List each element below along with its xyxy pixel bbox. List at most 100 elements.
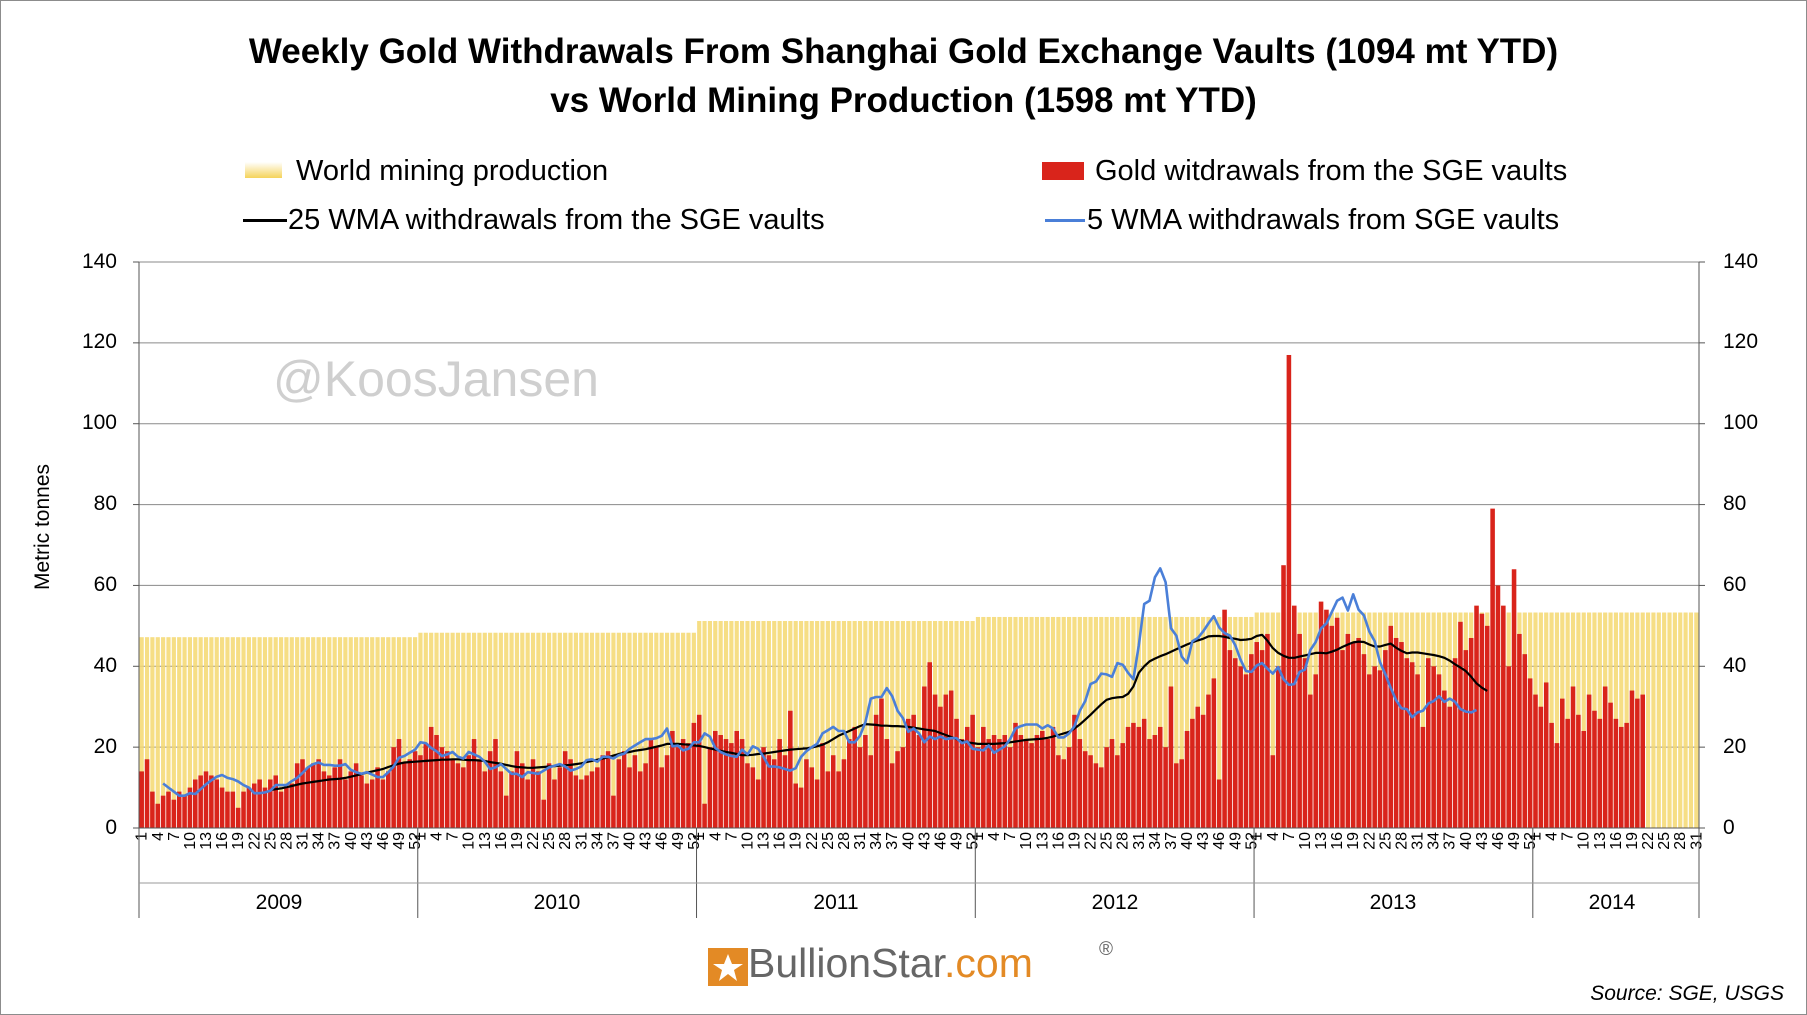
withdrawal-bar bbox=[219, 787, 225, 828]
mining-bar bbox=[1683, 612, 1688, 828]
withdrawal-bar bbox=[637, 771, 643, 828]
withdrawal-bar bbox=[1018, 735, 1024, 828]
mining-bar bbox=[536, 632, 541, 828]
mining-bar bbox=[407, 637, 412, 828]
mining-bar bbox=[391, 637, 396, 828]
mining-bar bbox=[740, 621, 745, 828]
week-tick-label: 28 bbox=[557, 832, 574, 850]
withdrawal-bar bbox=[1104, 747, 1109, 828]
withdrawal-bar bbox=[1383, 650, 1388, 828]
week-tick-label: 22 bbox=[246, 832, 263, 850]
withdrawal-bar bbox=[482, 771, 488, 828]
withdrawal-bar bbox=[707, 747, 713, 828]
mining-bar bbox=[1061, 616, 1066, 828]
mining-bar bbox=[622, 632, 627, 828]
week-tick-label: 37 bbox=[327, 832, 344, 850]
mining-bar bbox=[723, 621, 729, 828]
mining-bar bbox=[1174, 616, 1179, 828]
mining-bar bbox=[343, 637, 348, 828]
withdrawal-bar bbox=[578, 779, 584, 828]
withdrawal-bar bbox=[1222, 609, 1227, 828]
withdrawal-bar bbox=[1077, 739, 1083, 828]
withdrawal-bar bbox=[1163, 747, 1168, 828]
mining-bar bbox=[139, 637, 144, 828]
mining-bar bbox=[396, 637, 402, 828]
mining-bar bbox=[520, 632, 525, 828]
withdrawal-bar bbox=[257, 779, 262, 828]
week-tick-label: 13 bbox=[198, 832, 215, 850]
withdrawal-bar bbox=[863, 735, 868, 828]
withdrawal-bar bbox=[1629, 690, 1635, 828]
week-tick-label: 43 bbox=[1195, 832, 1212, 850]
withdrawal-bar bbox=[1179, 759, 1184, 828]
mining-bar bbox=[1056, 616, 1061, 828]
withdrawal-bar bbox=[396, 739, 402, 828]
y-tick-right: 60 bbox=[1723, 573, 1747, 596]
mining-bar bbox=[573, 632, 578, 828]
legend-swatch-mining bbox=[245, 162, 282, 178]
year-label: 2010 bbox=[533, 891, 581, 914]
withdrawal-bar bbox=[1618, 726, 1624, 828]
logo-registered-mark: ® bbox=[1099, 939, 1113, 960]
mining-bar bbox=[745, 621, 750, 828]
week-tick-label: 19 bbox=[1345, 832, 1362, 850]
mining-bar bbox=[563, 632, 568, 828]
withdrawal-bar bbox=[959, 739, 965, 828]
withdrawal-bar bbox=[1409, 662, 1415, 828]
withdrawal-bar bbox=[423, 743, 429, 828]
week-tick-label: 31 bbox=[1410, 832, 1427, 850]
withdrawal-bar bbox=[1543, 682, 1549, 828]
withdrawal-bar bbox=[782, 755, 788, 828]
mining-bar bbox=[552, 632, 557, 828]
withdrawal-bar bbox=[804, 759, 809, 828]
withdrawal-bar bbox=[911, 714, 916, 828]
withdrawal-bar bbox=[176, 791, 182, 828]
week-tick-label: 7 bbox=[445, 832, 462, 841]
week-tick-label: 4 bbox=[150, 832, 167, 841]
withdrawal-bar bbox=[595, 767, 600, 828]
mining-bar bbox=[643, 632, 648, 828]
withdrawal-bar bbox=[1340, 650, 1345, 828]
withdrawal-bar bbox=[1265, 633, 1270, 828]
mining-bar bbox=[659, 632, 664, 828]
mining-bar bbox=[654, 632, 659, 828]
withdrawal-bar bbox=[1372, 666, 1377, 828]
withdrawal-bar bbox=[1538, 706, 1544, 828]
withdrawal-bar bbox=[198, 775, 203, 828]
week-tick-label: 31 bbox=[1688, 832, 1705, 850]
mining-bar bbox=[589, 632, 595, 828]
week-tick-label: 52 bbox=[407, 832, 424, 850]
mining-bar bbox=[831, 621, 836, 828]
week-tick-label: 25 bbox=[1656, 832, 1673, 850]
withdrawal-bar bbox=[498, 771, 504, 828]
withdrawal-bar bbox=[278, 791, 284, 828]
mining-bar bbox=[1667, 612, 1672, 828]
mining-bar bbox=[1619, 612, 1624, 828]
withdrawal-bar bbox=[503, 795, 509, 828]
withdrawal-bar bbox=[332, 767, 337, 828]
withdrawal-bar bbox=[316, 759, 321, 828]
withdrawal-bar bbox=[1082, 751, 1088, 828]
withdrawal-bar bbox=[1511, 569, 1517, 828]
week-tick-label: 31 bbox=[573, 832, 590, 850]
withdrawal-bar bbox=[520, 763, 525, 828]
mining-bar bbox=[1008, 616, 1013, 828]
mining-bar bbox=[1120, 616, 1125, 828]
withdrawal-bar bbox=[1088, 755, 1093, 828]
withdrawal-bar bbox=[664, 755, 670, 828]
week-tick-label: 7 bbox=[166, 832, 183, 841]
withdrawal-bar bbox=[884, 739, 890, 828]
withdrawal-bar bbox=[1050, 726, 1056, 828]
week-tick-label: 34 bbox=[589, 832, 606, 850]
withdrawal-bar bbox=[455, 763, 461, 828]
mining-bar bbox=[370, 637, 375, 828]
withdrawal-bar bbox=[745, 763, 750, 828]
withdrawal-bar bbox=[1635, 698, 1640, 828]
mining-bar bbox=[997, 616, 1002, 828]
withdrawal-bar bbox=[1131, 722, 1136, 828]
week-tick-label: 31 bbox=[852, 832, 869, 850]
week-tick-label: 25 bbox=[1099, 832, 1116, 850]
mining-bar bbox=[177, 637, 182, 828]
mining-bar bbox=[847, 621, 852, 828]
withdrawal-bar bbox=[1072, 714, 1077, 828]
